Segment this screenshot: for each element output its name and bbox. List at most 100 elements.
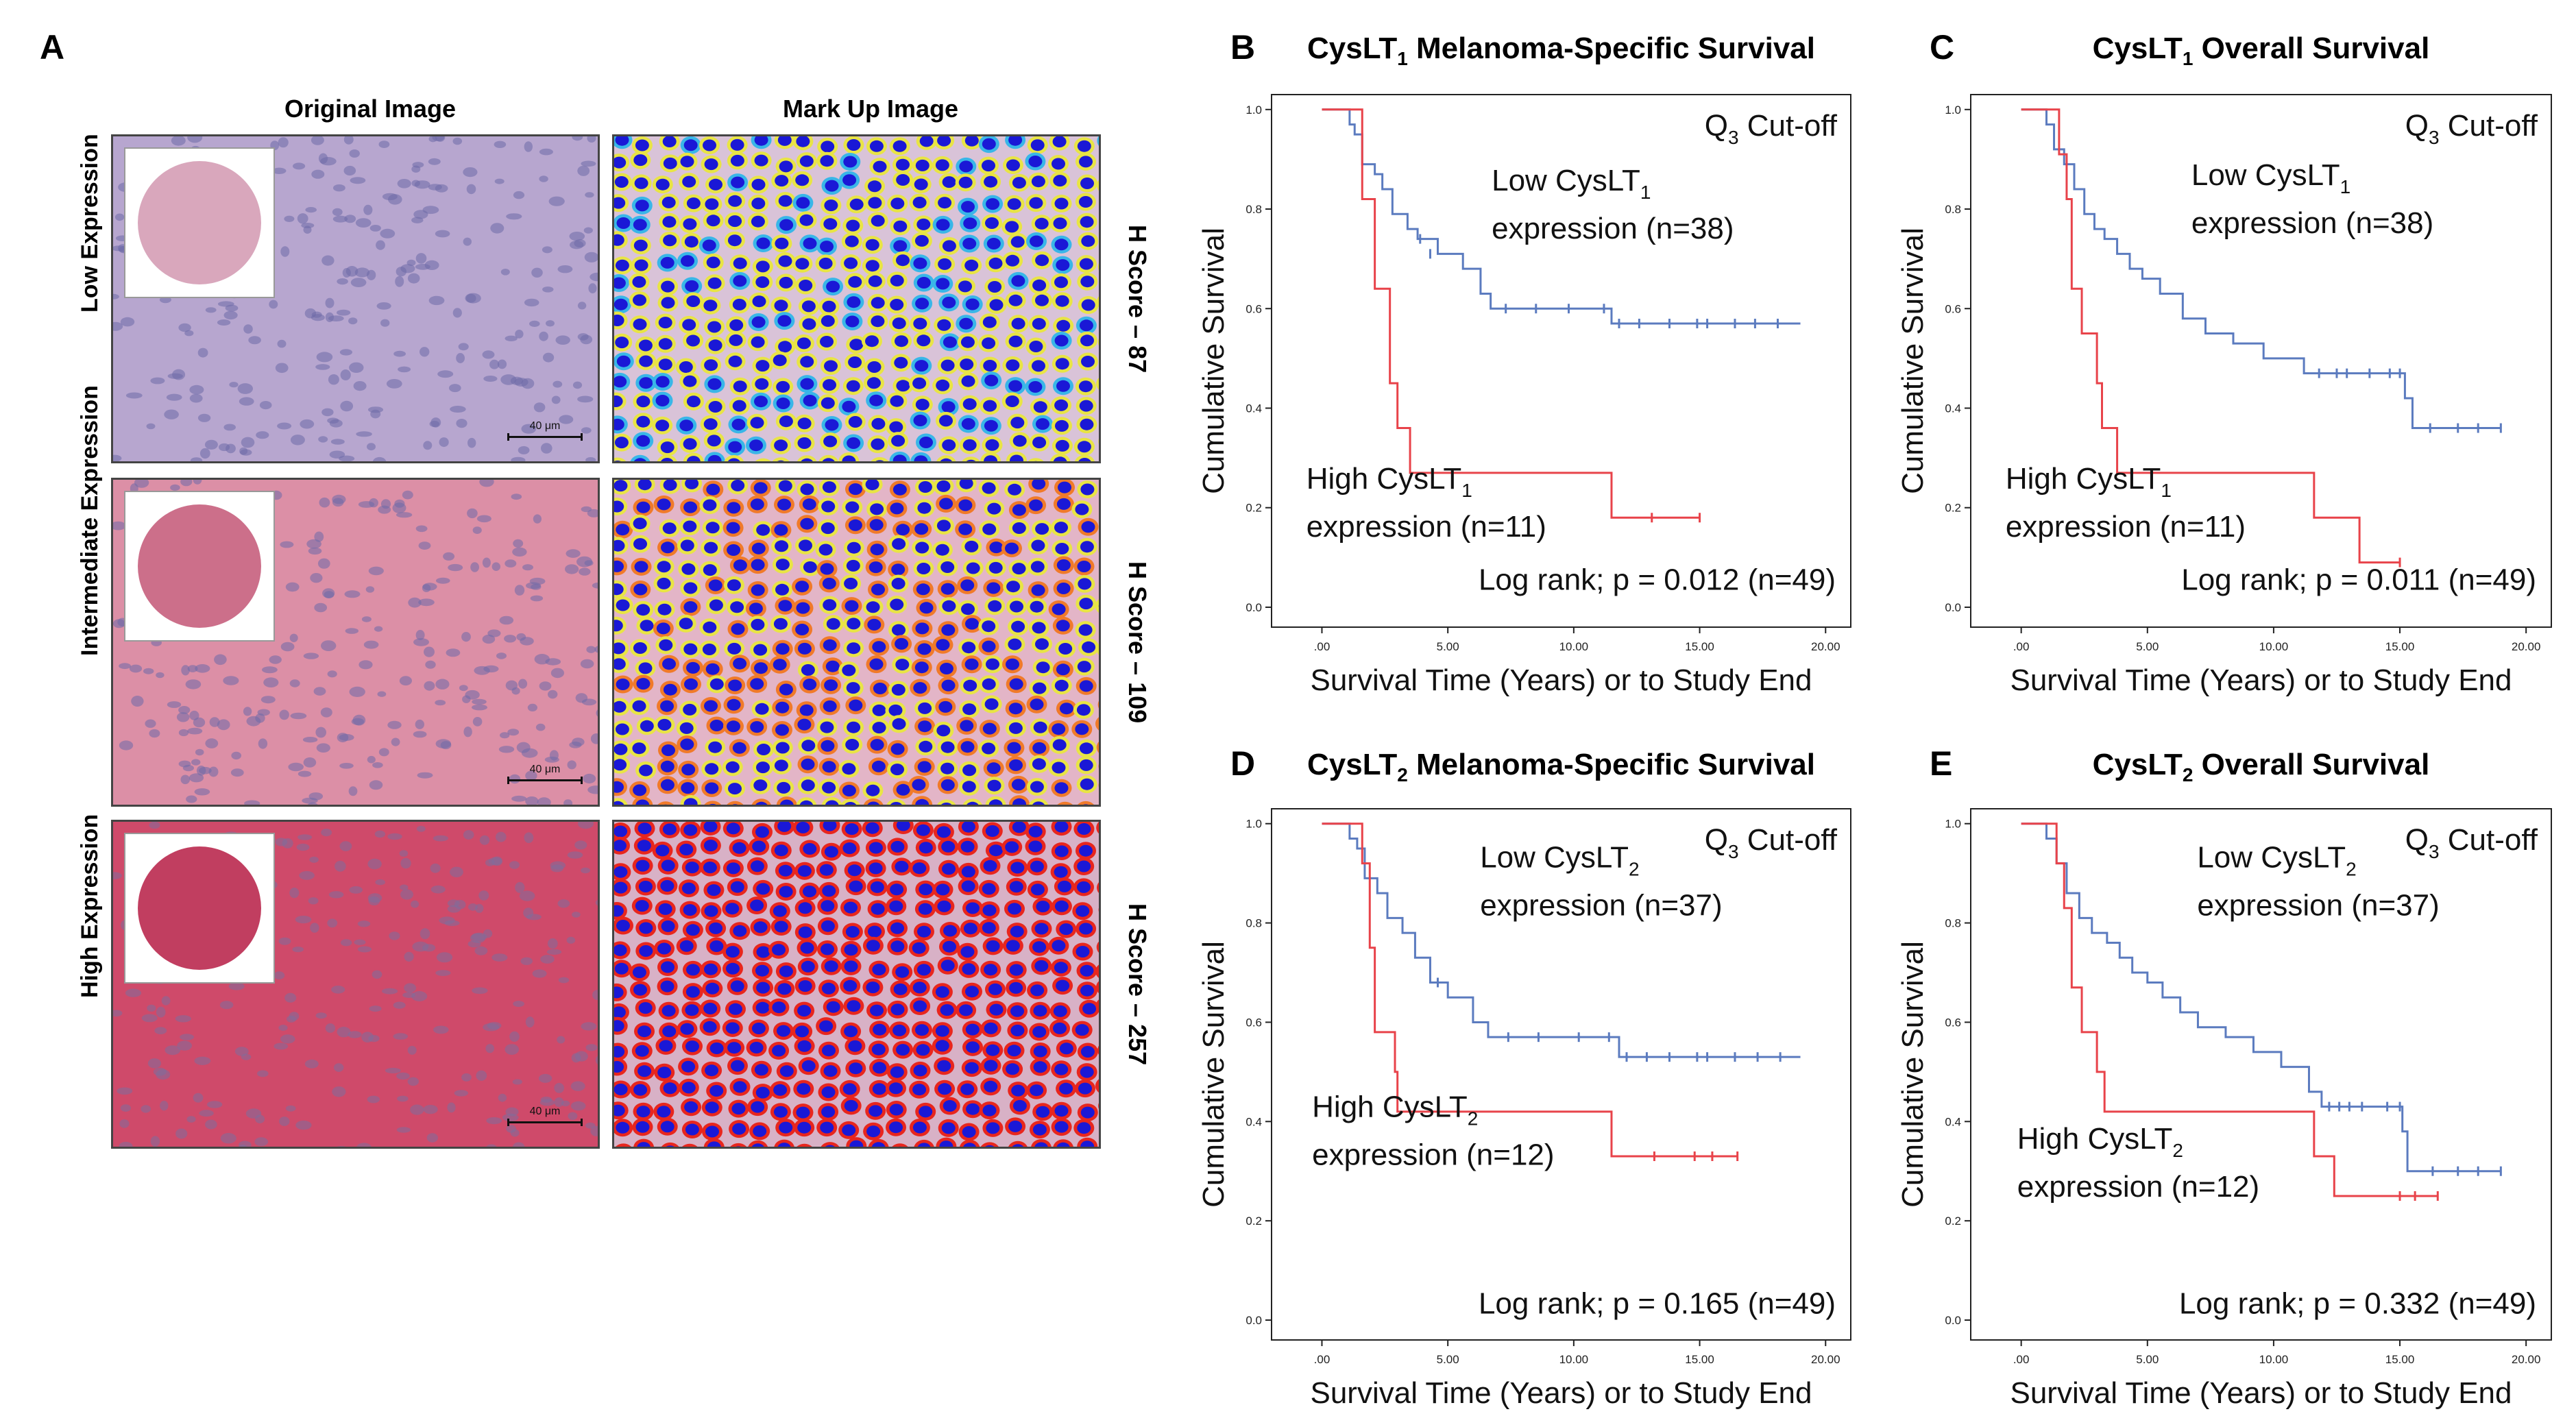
nucleus [332,1086,346,1097]
cell-nucleus [637,1142,651,1147]
cell-nucleus [936,883,950,896]
nucleus [577,165,590,176]
nucleus [418,598,435,607]
nucleus [308,792,324,801]
cell-nucleus [986,198,1000,210]
nucleus [474,946,488,955]
cell-nucleus [890,764,904,776]
nucleus [316,352,333,363]
cell-nucleus [871,215,885,227]
cell-nucleus [1053,1022,1067,1034]
cell-nucleus [707,454,722,461]
cell-nucleus [936,724,951,737]
cell-nucleus [727,502,741,514]
cell-nucleus [1035,523,1049,535]
cell-nucleus [749,439,763,452]
cell-nucleus [889,1082,903,1095]
chart-title: CysLT1 Overall Survival [2092,32,2430,69]
nucleus [428,184,442,191]
cell-nucleus [1055,419,1069,432]
nucleus [472,698,487,705]
nucleus [205,1119,217,1130]
cell-nucleus [1054,782,1069,794]
nucleus [533,514,542,524]
cell-nucleus [639,355,653,367]
nucleus [476,1070,487,1081]
cell-nucleus [661,196,676,208]
cell-nucleus [870,881,884,893]
cell-nucleus [756,981,770,994]
cell-nucleus [1079,156,1093,168]
nucleus [435,739,451,748]
cell-nucleus [823,639,837,651]
cell-nucleus [845,802,857,805]
nucleus [422,583,437,591]
x-axis-label: Survival Time (Years) or to Study End [2010,1376,2512,1410]
cell-nucleus [774,300,788,312]
cell-nucleus [986,762,1001,775]
original-image-header: Original Image [284,95,457,123]
cell-nucleus [686,295,701,307]
nucleus [456,353,465,363]
cell-nucleus [1059,1082,1073,1095]
cell-nucleus [984,698,999,710]
cell-nucleus [913,415,927,426]
cell-nucleus [751,1023,766,1034]
cell-nucleus [751,559,765,571]
nucleus [496,831,507,842]
cell-nucleus [709,940,724,952]
cell-nucleus [1078,1082,1092,1095]
cell-ring [1097,136,1099,146]
nucleus [147,1004,156,1012]
cell-nucleus [1033,401,1047,413]
nucleus [275,363,289,374]
cell-nucleus [638,881,653,892]
nucleus [170,484,180,491]
nucleus [357,946,372,953]
cell-nucleus [680,738,694,751]
nucleus [206,1101,223,1108]
cell-nucleus [773,354,787,367]
tma-core-inset [124,147,275,298]
cutoff-label: Q3 Cut-off [2405,823,2538,862]
cell-nucleus [636,678,651,690]
cell-nucleus [871,438,885,450]
cell-nucleus [986,238,1001,249]
x-tick-label: 5.00 [1437,640,1459,653]
cell-nucleus [1032,1123,1047,1136]
nucleus [404,951,414,962]
scale-bar: 40 μm [507,764,583,784]
cell-nucleus [961,375,975,387]
nucleus [511,795,527,802]
cell-nucleus [847,296,861,308]
cell-nucleus [1099,1000,1101,1012]
cell-nucleus [890,743,905,755]
nucleus [572,381,583,389]
cell-nucleus [803,886,816,898]
nucleus [150,1136,160,1147]
y-tick-label: 0.0 [1246,601,1262,614]
cell-nucleus [844,577,858,589]
scale-bar: 40 μm [507,420,583,441]
cell-nucleus [962,963,976,975]
nucleus [444,920,460,927]
cell-nucleus [1030,781,1044,793]
cell-nucleus [778,864,792,877]
cell-nucleus [679,618,693,630]
cell-nucleus [822,481,836,493]
nucleus [315,1012,327,1019]
cell-nucleus [755,360,770,372]
cell-nucleus [848,356,862,368]
cell-nucleus [917,761,932,773]
nucleus [461,1073,472,1082]
nucleus [577,302,587,310]
cell-nucleus [660,760,675,772]
cell-nucleus [1052,136,1067,148]
original-image-tile-0: 40 μm [111,134,600,463]
cell-nucleus [655,178,670,191]
high-expression-count: expression (n=11) [1307,510,1546,544]
cell-nucleus [890,598,904,611]
nucleus [220,1133,236,1144]
cell-nucleus [639,945,653,957]
nucleus [452,137,463,145]
